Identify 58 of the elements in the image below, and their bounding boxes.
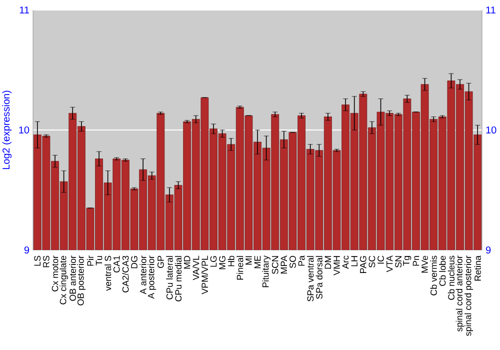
- x-tick-label: RS: [43, 256, 50, 268]
- x-tick-label: MVe: [422, 256, 428, 273]
- x-tick-label: MD: [184, 256, 190, 269]
- x-tick-label: A posterior: [148, 256, 156, 299]
- x-tick-label: PAG: [360, 256, 366, 273]
- x-tick-label: spinal cord posterior: [464, 256, 473, 336]
- x-tick-label: Cx cingulate: [60, 256, 68, 304]
- x-tick-label: Tg: [403, 256, 412, 266]
- x-tick-label: ventral S: [104, 256, 112, 291]
- x-tick-label: Hb: [228, 256, 234, 266]
- x-tick-label: VMH: [334, 256, 340, 276]
- x-tick-label: VTA: [386, 255, 393, 272]
- y-tick-label: 9: [24, 246, 30, 254]
- y2-tick-label: 10: [486, 126, 496, 134]
- x-tick-label: Cb lobe: [439, 256, 446, 286]
- x-tick-label: Retina: [474, 255, 481, 281]
- y-tick-label: 11: [20, 6, 30, 14]
- x-tick-label: CA2/CA3: [122, 256, 129, 292]
- x-tick-label: CA1: [113, 256, 120, 272]
- x-tick-label: ME: [254, 256, 261, 268]
- x-tick-label: Pituitary: [262, 255, 270, 288]
- x-tick-label: OB posterior: [77, 256, 86, 306]
- x-tick-label: SPa dorsal: [316, 256, 322, 299]
- x-tick-label: CPu lateral: [166, 256, 173, 300]
- x-tick-label: A anterior: [140, 256, 146, 294]
- x-tick-label: SPa ventral: [307, 256, 314, 302]
- y2-tick-label: 11: [486, 6, 496, 14]
- y2-tick-label: 9: [486, 246, 491, 254]
- x-tick-label: Pa: [298, 255, 305, 266]
- x-tick-label: SN: [395, 256, 402, 268]
- x-tick-label: GP: [157, 256, 164, 268]
- x-tick-label: Pn: [412, 256, 420, 266]
- x-tick-label: spinal cord anterior: [456, 256, 464, 332]
- x-tick-label: OB anterior: [69, 256, 76, 301]
- x-tick-label: DG: [131, 256, 138, 268]
- x-tick-label: LG: [210, 256, 217, 267]
- x-tick-label: LS: [34, 256, 41, 266]
- x-tick-label: MG: [219, 256, 226, 270]
- x-tick-label: IC: [378, 256, 384, 264]
- x-tick-label: MI: [246, 256, 252, 265]
- x-tick-label: VA/VL: [192, 256, 200, 280]
- x-tick-label: Cx motor: [52, 256, 58, 292]
- x-tick-label: SO: [290, 256, 296, 268]
- x-tick-label: Arc: [342, 256, 349, 269]
- x-tick-label: Tu: [96, 256, 102, 266]
- x-tick-label: SCN: [272, 256, 278, 274]
- y-tick-label: 10: [19, 126, 30, 134]
- x-tick-label: Cb nucleus: [448, 256, 454, 300]
- x-tick-label: LH: [351, 256, 358, 266]
- x-tick-label: CPu medial: [174, 256, 182, 302]
- x-tick-label: Pir: [86, 256, 94, 266]
- x-tick-label: Pineal: [236, 256, 244, 280]
- x-tick-label: DM: [324, 256, 332, 269]
- x-tick-label: Cb vermis: [430, 256, 437, 296]
- x-tick-label: VPM/VPL: [201, 256, 208, 294]
- x-tick-label: MPA: [280, 255, 287, 274]
- y-axis-title: Log2 (expression): [2, 90, 12, 170]
- x-tick-label: SC: [368, 256, 376, 268]
